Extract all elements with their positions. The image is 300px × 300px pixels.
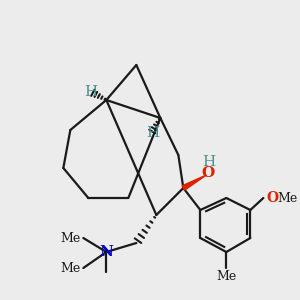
Text: H: H [146, 126, 159, 140]
Polygon shape [182, 175, 206, 190]
Text: Me: Me [60, 262, 80, 275]
Text: Me: Me [216, 270, 236, 283]
Text: O: O [266, 191, 278, 205]
Text: Me: Me [277, 191, 298, 205]
Text: N: N [99, 245, 113, 259]
Text: Me: Me [60, 232, 80, 244]
Text: O: O [202, 166, 215, 180]
Text: H: H [202, 155, 215, 169]
Text: H: H [84, 85, 97, 99]
